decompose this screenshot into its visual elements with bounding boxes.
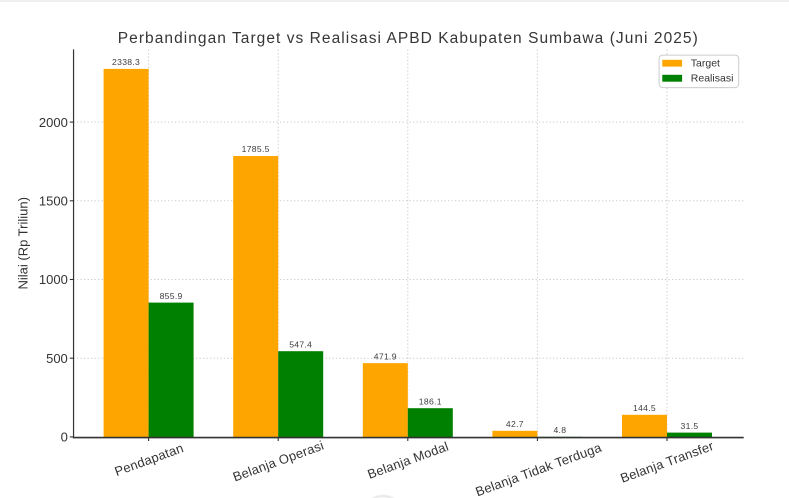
svg-text:1785.5: 1785.5: [242, 144, 270, 154]
svg-text:186.1: 186.1: [419, 396, 442, 406]
svg-text:2338.3: 2338.3: [112, 57, 140, 67]
svg-text:31.5: 31.5: [681, 421, 699, 431]
svg-text:Target: Target: [691, 58, 720, 70]
svg-text:1500: 1500: [39, 194, 68, 209]
svg-text:42.7: 42.7: [506, 419, 524, 429]
svg-text:471.9: 471.9: [374, 351, 397, 361]
svg-text:547.4: 547.4: [289, 339, 312, 349]
svg-text:1000: 1000: [39, 272, 68, 287]
svg-text:Nilai (Rp Triliun): Nilai (Rp Triliun): [16, 197, 31, 289]
svg-text:500: 500: [46, 351, 68, 366]
svg-text:4.8: 4.8: [553, 425, 566, 435]
svg-text:144.5: 144.5: [633, 403, 656, 413]
svg-text:Perbandingan Target vs Realisa: Perbandingan Target vs Realisasi APBD Ka…: [118, 30, 699, 47]
svg-text:2000: 2000: [39, 115, 68, 130]
svg-text:Realisasi: Realisasi: [691, 73, 734, 85]
svg-text:855.9: 855.9: [160, 291, 183, 301]
svg-text:0: 0: [61, 430, 68, 445]
